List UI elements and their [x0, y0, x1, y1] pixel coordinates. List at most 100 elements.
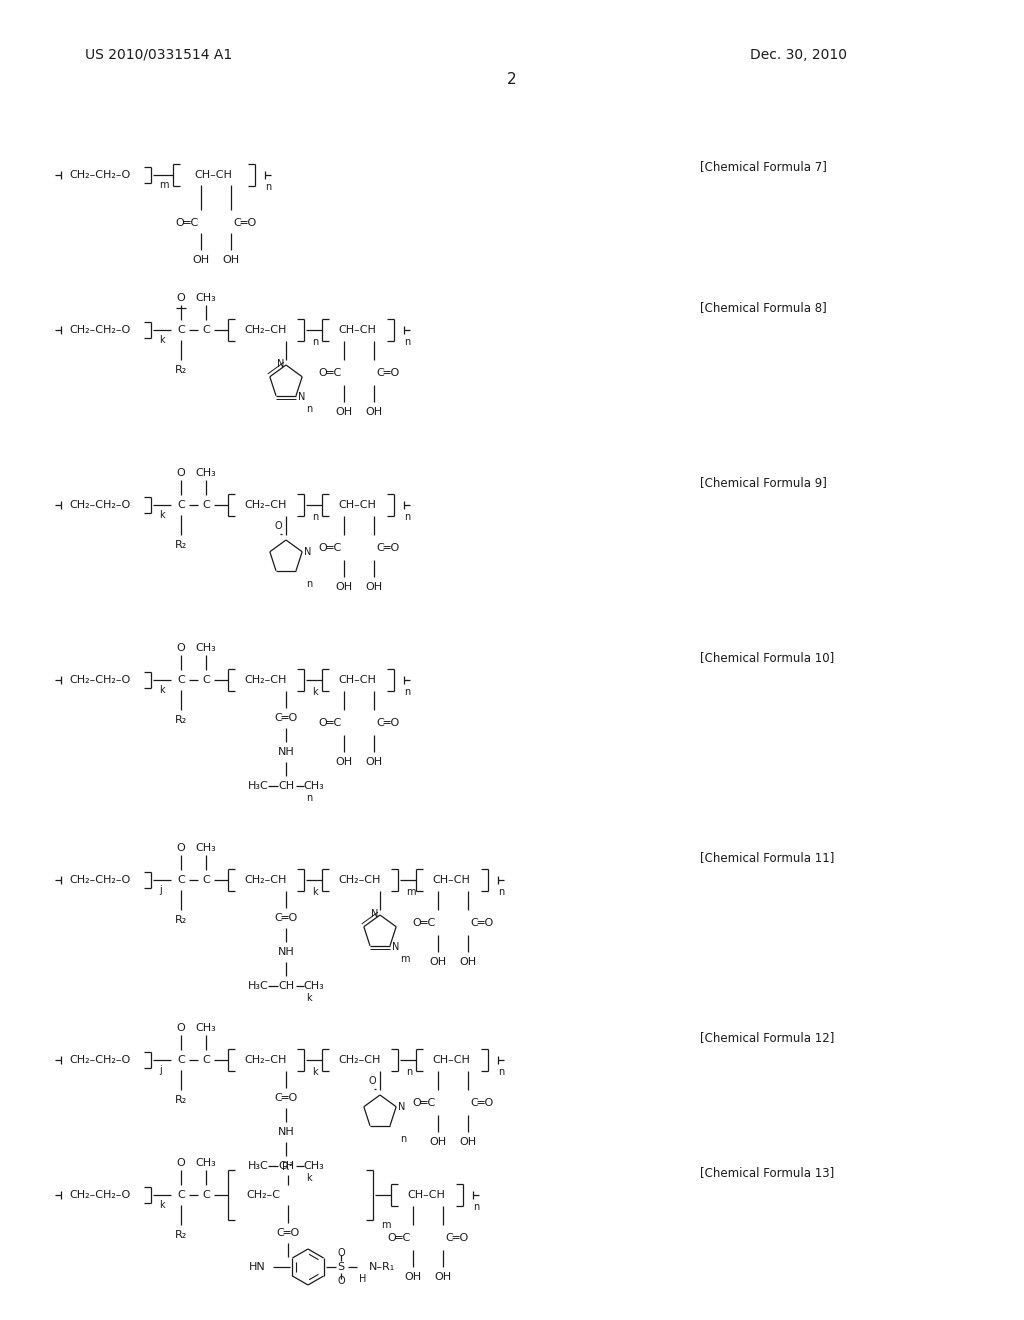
Text: C: C	[177, 1055, 185, 1065]
Text: C═O: C═O	[274, 713, 298, 723]
Text: R₂: R₂	[175, 715, 187, 725]
Text: R²: R²	[283, 1162, 294, 1172]
Text: n: n	[400, 1134, 407, 1144]
Text: OH: OH	[222, 255, 240, 265]
Text: n: n	[404, 512, 411, 521]
Text: HN: HN	[249, 1262, 266, 1272]
Text: [Chemical Formula 8]: [Chemical Formula 8]	[700, 301, 826, 314]
Text: CH₂–CH: CH₂–CH	[245, 675, 287, 685]
Text: [Chemical Formula 13]: [Chemical Formula 13]	[700, 1167, 835, 1180]
Text: O: O	[176, 643, 185, 653]
Text: OH: OH	[366, 756, 383, 767]
Text: n: n	[312, 337, 318, 347]
Text: CH₂–CH₂–O: CH₂–CH₂–O	[70, 500, 131, 510]
Text: CH₃: CH₃	[304, 981, 325, 991]
Text: US 2010/0331514 A1: US 2010/0331514 A1	[85, 48, 232, 62]
Text: CH₂–CH: CH₂–CH	[245, 325, 287, 335]
Text: n: n	[265, 182, 271, 191]
Text: R₂: R₂	[175, 1096, 187, 1105]
Text: C: C	[202, 675, 210, 685]
Text: CH₃: CH₃	[304, 781, 325, 791]
Text: n: n	[473, 1203, 479, 1212]
Text: [Chemical Formula 12]: [Chemical Formula 12]	[700, 1031, 835, 1044]
Text: CH: CH	[278, 1162, 294, 1171]
Text: O═C: O═C	[318, 718, 342, 729]
Text: n: n	[306, 793, 312, 803]
Text: CH: CH	[278, 981, 294, 991]
Text: CH–CH: CH–CH	[338, 325, 376, 335]
Text: C═O: C═O	[274, 913, 298, 923]
Text: k: k	[159, 335, 165, 345]
Text: n: n	[406, 1067, 413, 1077]
Text: R₂: R₂	[175, 915, 187, 925]
Text: CH: CH	[278, 781, 294, 791]
Text: R₂: R₂	[175, 540, 187, 550]
Text: k: k	[159, 685, 165, 696]
Text: N: N	[304, 546, 311, 557]
Text: C: C	[177, 500, 185, 510]
Text: n: n	[498, 1067, 504, 1077]
Text: CH₂–CH₂–O: CH₂–CH₂–O	[70, 1055, 131, 1065]
Text: k: k	[306, 1173, 311, 1183]
Text: C: C	[177, 875, 185, 884]
Text: [Chemical Formula 11]: [Chemical Formula 11]	[700, 851, 835, 865]
Text: n: n	[404, 337, 411, 347]
Text: C: C	[202, 1055, 210, 1065]
Text: CH–CH: CH–CH	[338, 675, 376, 685]
Text: C═O: C═O	[377, 543, 399, 553]
Text: k: k	[306, 993, 311, 1003]
Text: H₃C: H₃C	[248, 981, 268, 991]
Text: CH₂–CH₂–O: CH₂–CH₂–O	[70, 875, 131, 884]
Text: CH₃: CH₃	[304, 1162, 325, 1171]
Text: n: n	[404, 686, 411, 697]
Text: k: k	[159, 1200, 165, 1210]
Text: Dec. 30, 2010: Dec. 30, 2010	[750, 48, 847, 62]
Text: O═C: O═C	[318, 543, 342, 553]
Text: N: N	[276, 359, 284, 370]
Text: OH: OH	[460, 1137, 476, 1147]
Text: C═O: C═O	[233, 218, 257, 228]
Text: OH: OH	[366, 407, 383, 417]
Text: N–R₁: N–R₁	[369, 1262, 395, 1272]
Text: C: C	[202, 875, 210, 884]
Text: CH₃: CH₃	[196, 1158, 216, 1168]
Text: C: C	[177, 1191, 185, 1200]
Text: OH: OH	[336, 582, 352, 591]
Text: C═O: C═O	[377, 368, 399, 378]
Text: CH₂–CH₂–O: CH₂–CH₂–O	[70, 170, 131, 180]
Text: O═C: O═C	[318, 368, 342, 378]
Text: C═O: C═O	[445, 1233, 469, 1243]
Text: N: N	[298, 392, 305, 401]
Text: CH₂–CH: CH₂–CH	[245, 500, 287, 510]
Text: OH: OH	[366, 582, 383, 591]
Text: n: n	[306, 404, 312, 414]
Text: CH₂–CH₂–O: CH₂–CH₂–O	[70, 325, 131, 335]
Text: CH₂–CH: CH₂–CH	[339, 1055, 381, 1065]
Text: n: n	[306, 579, 312, 589]
Text: k: k	[159, 510, 165, 520]
Text: n: n	[312, 512, 318, 521]
Text: CH₂–C: CH₂–C	[246, 1191, 280, 1200]
Text: CH₂–CH₂–O: CH₂–CH₂–O	[70, 1191, 131, 1200]
Text: O: O	[274, 521, 282, 531]
Text: S: S	[338, 1262, 344, 1272]
Text: C: C	[177, 325, 185, 335]
Text: [Chemical Formula 10]: [Chemical Formula 10]	[700, 652, 835, 664]
Text: j: j	[159, 884, 162, 895]
Text: CH₂–CH: CH₂–CH	[245, 875, 287, 884]
Text: k: k	[312, 887, 317, 898]
Text: OH: OH	[460, 957, 476, 968]
Text: C: C	[202, 1191, 210, 1200]
Text: m: m	[159, 180, 169, 190]
Text: C═O: C═O	[274, 1093, 298, 1104]
Text: C═O: C═O	[276, 1228, 300, 1238]
Text: H₃C: H₃C	[248, 781, 268, 791]
Text: C: C	[202, 325, 210, 335]
Text: CH–CH: CH–CH	[338, 500, 376, 510]
Text: CH₃: CH₃	[196, 293, 216, 304]
Text: O: O	[176, 1158, 185, 1168]
Text: CH–CH: CH–CH	[195, 170, 232, 180]
Text: OH: OH	[429, 1137, 446, 1147]
Text: OH: OH	[193, 255, 210, 265]
Text: OH: OH	[434, 1272, 452, 1282]
